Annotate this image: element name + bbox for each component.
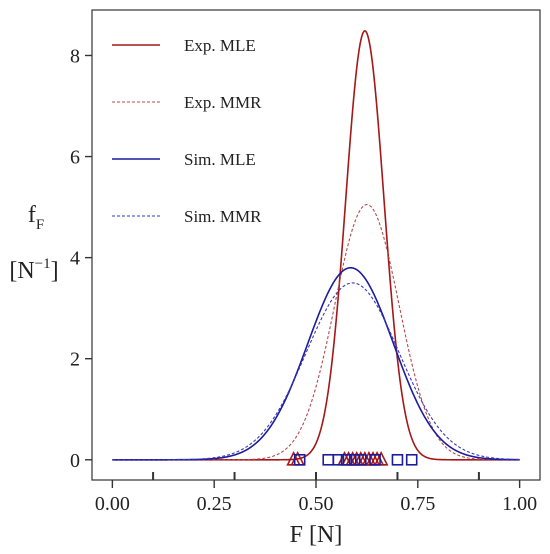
y-tick-label-4: 8	[70, 45, 80, 67]
sim-sample-marker-5	[354, 453, 367, 466]
sim-sample-marker-3	[340, 453, 353, 466]
sim-sample-marker-2	[332, 453, 345, 466]
sim-sample-marker-1	[322, 453, 335, 466]
series-exp-mle	[112, 29, 520, 461]
y-tick-label-0: 0	[70, 450, 80, 472]
x-axis-label: F [N]	[290, 522, 343, 548]
x-tick-label-2: 0.50	[299, 493, 334, 515]
sim-sample-marker-4	[348, 453, 361, 466]
y-axis-unit: [N−1]	[9, 256, 58, 284]
x-tick-label-1: 0.25	[197, 493, 232, 515]
series-sim-mmr	[112, 282, 520, 461]
ticks-layer: 0.00 0.25 0.50 0.75 1.00 0 2 4 6 8	[70, 45, 537, 515]
x-tick-label-0: 0.00	[95, 493, 130, 515]
y-axis-label: fF	[28, 202, 44, 233]
series-sim-mle	[112, 266, 520, 461]
legend-label-sim-mle: Sim. MLE	[184, 150, 256, 169]
plot-frame	[91, 9, 541, 481]
legend-label-exp-mle: Exp. MLE	[184, 36, 256, 55]
y-tick-label-1: 2	[70, 349, 80, 371]
series-exp-mmr	[112, 204, 520, 461]
samples-layer	[286, 450, 418, 466]
exp-sample-marker-11	[373, 450, 389, 466]
x-tick-label-3: 0.75	[400, 493, 435, 515]
y-tick-label-2: 4	[70, 248, 80, 270]
sim-sample-marker-6	[369, 453, 381, 466]
series-layer	[112, 29, 520, 461]
legend-label-exp-mmr: Exp. MMR	[184, 93, 262, 112]
y-tick-label-3: 6	[70, 147, 80, 169]
legend: Exp. MLE Exp. MMR Sim. MLE Sim. MMR	[112, 36, 262, 226]
x-tick-label-4: 1.00	[502, 493, 537, 515]
sim-sample-marker-8	[405, 453, 418, 466]
sim-sample-marker-7	[391, 453, 404, 466]
legend-label-sim-mmr: Sim. MMR	[184, 207, 262, 226]
sim-sample-marker-0	[293, 453, 306, 466]
